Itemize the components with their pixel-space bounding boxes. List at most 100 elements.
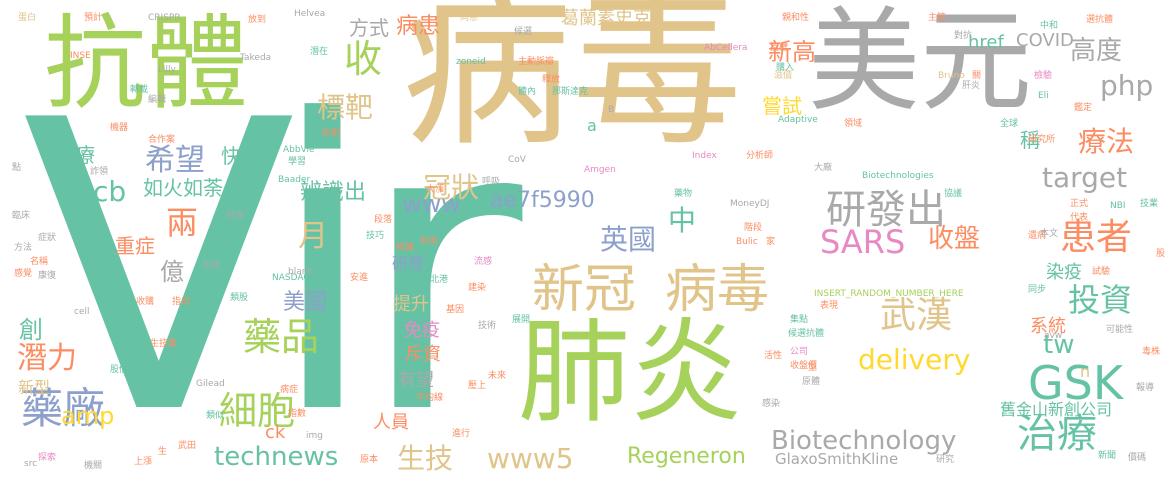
word: 生	[158, 447, 168, 457]
word: 安進	[350, 273, 369, 283]
word: 感染	[762, 399, 781, 409]
word: Eli	[1038, 91, 1049, 101]
word: 蛋白	[18, 13, 37, 23]
word: Takeda	[240, 53, 272, 63]
word: 購入	[776, 63, 795, 73]
word: 感覺	[14, 269, 33, 279]
word: 收盤	[928, 224, 981, 254]
word: Bruno	[938, 71, 965, 81]
word: Index	[692, 151, 717, 161]
word: 學習	[288, 157, 307, 167]
word: 研究所	[1028, 135, 1056, 145]
word: 研發	[392, 254, 425, 273]
word: 染疫	[1046, 262, 1082, 283]
word: 美國	[283, 290, 328, 315]
word: Helvea	[294, 9, 326, 19]
word: 醫療	[55, 143, 95, 167]
word: 候選	[514, 27, 533, 37]
word: 舊金山新創公司	[1000, 400, 1113, 419]
word: 階段	[744, 223, 763, 233]
word: technews	[214, 442, 339, 472]
word: blank	[288, 267, 313, 277]
word: 指出	[172, 297, 191, 307]
word: 治療	[1017, 411, 1097, 457]
word: 股價	[110, 365, 129, 375]
word: 技術	[478, 321, 497, 331]
word: ae7f5990	[490, 188, 595, 213]
word: 康復	[38, 271, 57, 281]
word: 收購	[136, 297, 155, 307]
word: 對抗	[954, 31, 973, 41]
word: 兩	[166, 204, 199, 242]
word: 領域	[844, 119, 863, 129]
word: zoneid	[456, 57, 486, 67]
word: amp	[61, 402, 115, 430]
word: 系統	[1030, 316, 1066, 337]
word: 收	[344, 37, 383, 81]
word: 包括	[202, 261, 221, 271]
word: href	[968, 32, 1004, 53]
word: Biotechnologies	[862, 171, 934, 181]
word: 新高	[768, 38, 816, 66]
word: 上漲	[134, 457, 153, 467]
word: 鑑定	[1074, 103, 1093, 113]
word: 藥品	[243, 315, 320, 359]
word: 北港	[430, 275, 449, 285]
word: 體內	[518, 87, 537, 97]
word: 正式	[1070, 199, 1089, 209]
word: 提升	[393, 294, 429, 315]
word: 價碼	[1128, 453, 1147, 463]
word: 主管	[928, 13, 947, 23]
word: Baader	[278, 175, 311, 185]
word: 收盤價	[790, 361, 818, 371]
word: GlaxoSmithKline	[775, 450, 899, 468]
word: 億	[160, 258, 184, 286]
word: 辨識	[396, 243, 415, 253]
word: 親和性	[782, 13, 810, 23]
word: delivery	[858, 343, 971, 376]
word: 新冠	[532, 260, 637, 320]
word: www5	[487, 442, 574, 475]
word: 類股	[230, 293, 249, 303]
word: 肝炎	[962, 81, 981, 91]
word: Lilly	[158, 65, 176, 75]
word: 未來	[488, 371, 507, 381]
word: 有望	[398, 370, 434, 391]
word: 標靶	[317, 91, 374, 124]
word: www	[402, 190, 461, 218]
word: B	[608, 105, 615, 115]
word: Gilead	[196, 379, 225, 389]
word: src	[24, 459, 38, 469]
word: 編輯	[148, 95, 167, 105]
word: 關	[972, 71, 982, 81]
word: 武田	[178, 441, 197, 451]
word: GSK	[1028, 356, 1124, 410]
word: 重症	[115, 234, 155, 258]
word: MoneyDJ	[730, 199, 770, 209]
word: 潛力	[17, 341, 77, 376]
word: 美元	[808, 0, 1032, 127]
word: 那斯達克	[552, 87, 589, 97]
word: 名稱	[30, 257, 49, 267]
word: Amgen	[584, 165, 616, 175]
word: 大漲	[426, 185, 445, 195]
word: 段落	[374, 215, 393, 225]
word: 釋放	[542, 75, 561, 85]
word: avw	[1044, 331, 1063, 341]
word: 家	[766, 237, 776, 247]
word: img	[306, 431, 323, 441]
word: 機器	[110, 123, 129, 133]
word: 放到	[248, 15, 267, 25]
word: 希望	[145, 143, 205, 178]
word: 英國	[600, 223, 657, 256]
word: 投資	[1068, 281, 1133, 319]
word: 療法	[1078, 125, 1135, 158]
word: 病症	[280, 385, 299, 395]
word: Vir	[22, 37, 522, 482]
word: 藥廠	[21, 384, 106, 433]
word: 中和	[1040, 21, 1059, 31]
word: 表現	[820, 301, 839, 311]
word: AbCellera	[704, 43, 748, 53]
word: 快速	[221, 144, 261, 168]
word: CRISPR	[148, 13, 181, 23]
